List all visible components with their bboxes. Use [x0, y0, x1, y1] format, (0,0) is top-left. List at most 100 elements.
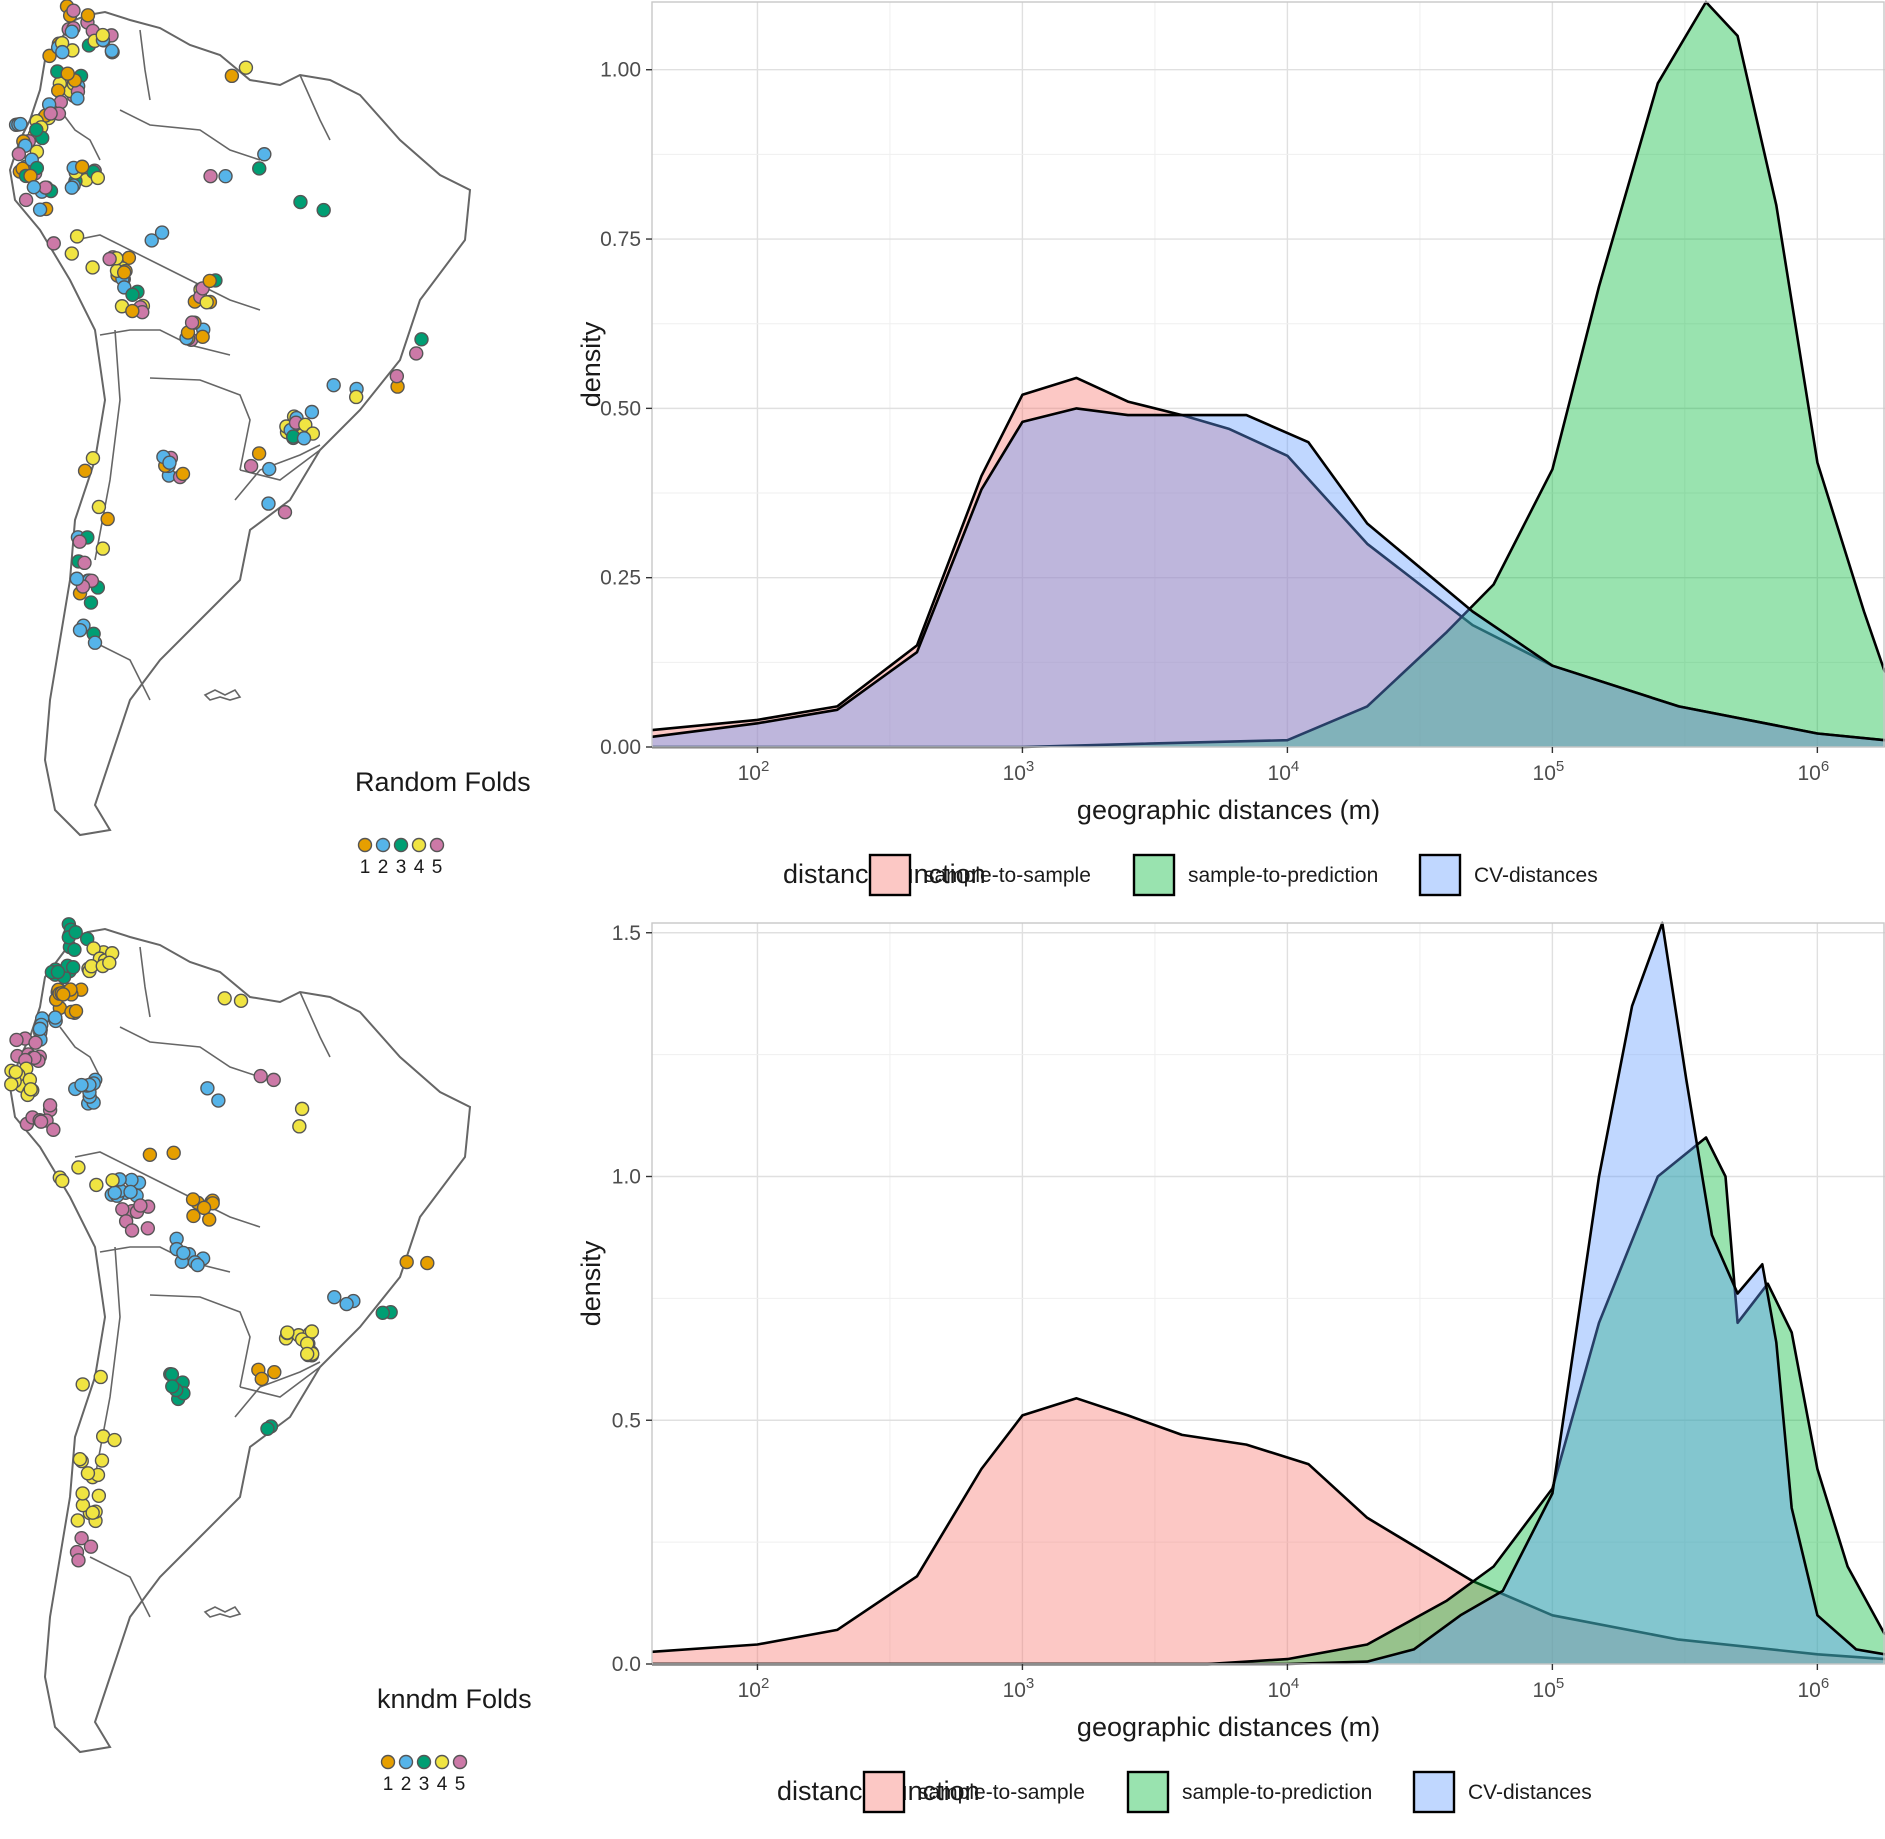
- country-border: [74, 234, 261, 311]
- sample-point: [9, 1032, 24, 1048]
- south-america-map: [8, 10, 472, 837]
- y-tick-label: 1.0: [612, 1166, 641, 1189]
- sample-point: [74, 1077, 89, 1093]
- sample-point: [26, 179, 42, 195]
- fold-legend-key: [393, 837, 409, 853]
- sample-point: [154, 225, 170, 240]
- sample-point: [166, 1145, 181, 1161]
- legend-key-bg: [1418, 853, 1460, 895]
- fold-legend-key: [452, 1754, 468, 1770]
- x-tick-label: 106: [1798, 758, 1830, 785]
- sample-point: [262, 461, 277, 477]
- island-outline: [203, 1605, 242, 1618]
- fold-legend-label: 1: [360, 857, 371, 878]
- sample-point: [64, 246, 80, 261]
- sample-point: [28, 1035, 43, 1050]
- sample-point: [142, 1147, 158, 1162]
- sample-point: [389, 368, 405, 384]
- density-area-CV-distances: [652, 923, 1885, 1664]
- density-area-sample-to-sample: [652, 1398, 1885, 1664]
- fold-legend-key: [411, 837, 427, 853]
- sample-point: [60, 66, 75, 81]
- sample-point: [43, 106, 58, 121]
- y-tick-label: 1.00: [600, 59, 641, 82]
- sample-point: [326, 377, 341, 393]
- country-border: [119, 109, 261, 161]
- sample-point: [196, 1200, 212, 1216]
- y-tick-label: 0.25: [600, 567, 641, 590]
- x-tick-label: 102: [738, 1675, 770, 1702]
- sample-point: [116, 265, 132, 280]
- sample-point: [74, 159, 90, 174]
- sample-point: [133, 1198, 148, 1213]
- plot-border: [651, 922, 1885, 1665]
- south-america-map: [8, 927, 472, 1754]
- sample-point: [75, 1486, 90, 1501]
- y-axis-title: density: [576, 1240, 606, 1326]
- plot-border: [651, 1, 1885, 748]
- sample-point: [100, 511, 115, 527]
- sample-point: [95, 541, 111, 556]
- sample-point: [190, 1257, 205, 1273]
- chart-panel-knndm: 0.0 0.5 1.0 1.5 102 103 104 105 106 geographic di…: [570, 917, 1885, 1834]
- sample-point: [72, 622, 88, 638]
- sample-point: [93, 1369, 108, 1385]
- sample-point: [72, 534, 87, 549]
- sample-point: [94, 1453, 110, 1468]
- density-area-sample-to-sample: [652, 377, 1885, 747]
- legend-key-CV-distances: [1418, 853, 1462, 897]
- sample-point: [64, 180, 80, 195]
- legend-label: sample-to-prediction: [1188, 864, 1378, 887]
- country-border: [234, 444, 321, 501]
- sample-point: [69, 571, 85, 586]
- sample-point: [85, 1505, 100, 1520]
- sample-point: [124, 1223, 140, 1238]
- sample-point: [217, 991, 232, 1006]
- sample-points: [4, 917, 435, 1568]
- legend-key-sample-to-sample: [868, 853, 912, 897]
- sample-point: [68, 925, 83, 940]
- sample-point: [304, 404, 320, 420]
- density-line-sample-to-prediction: [652, 1136, 1885, 1666]
- sample-point: [125, 303, 140, 319]
- sample-point: [18, 192, 34, 208]
- sample-point: [85, 450, 101, 466]
- fold-legend-key: [416, 1754, 432, 1770]
- sample-point: [90, 170, 106, 186]
- sample-point: [184, 315, 200, 330]
- sample-point: [89, 1177, 104, 1193]
- sample-point: [199, 295, 214, 310]
- density-line-CV-distances: [651, 407, 1885, 742]
- sample-point: [64, 24, 80, 39]
- x-tick-label: 104: [1268, 1675, 1300, 1702]
- x-axis-title: geographic distances (m): [1077, 795, 1380, 825]
- sample-point: [42, 1098, 58, 1113]
- fold-legend-key: [357, 837, 373, 853]
- density-areas: [651, 921, 1885, 1666]
- legend-key-bg: [868, 853, 910, 895]
- sample-point: [50, 964, 66, 980]
- country-border: [119, 1026, 261, 1078]
- legend-key-bg: [1126, 1770, 1168, 1812]
- sample-points: [8, 0, 429, 650]
- fold-legend-label: 2: [401, 1774, 412, 1795]
- sample-point: [243, 458, 259, 474]
- sample-point: [251, 446, 267, 461]
- legend-key-bg: [1412, 1770, 1454, 1812]
- density-area-sample-to-prediction: [652, 1137, 1885, 1664]
- sample-point: [4, 1077, 19, 1092]
- sample-point: [56, 987, 71, 1002]
- legend-key-sample-to-prediction: [1132, 853, 1176, 897]
- sample-point: [293, 194, 308, 210]
- sample-point: [375, 1305, 390, 1321]
- sample-point: [48, 1010, 63, 1025]
- legend-label: CV-distances: [1468, 1781, 1592, 1804]
- sample-point: [102, 955, 117, 971]
- legend-key-bg: [862, 1770, 904, 1812]
- sample-point: [224, 68, 240, 84]
- fold-legend-label: 1: [383, 1774, 394, 1795]
- sample-point: [252, 161, 267, 176]
